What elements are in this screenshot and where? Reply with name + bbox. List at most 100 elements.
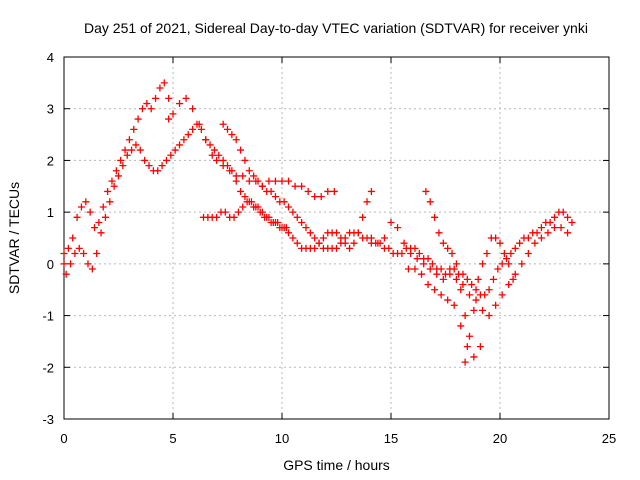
data-point bbox=[232, 177, 240, 185]
data-point bbox=[415, 250, 423, 258]
data-point bbox=[518, 260, 526, 268]
data-point bbox=[485, 312, 493, 320]
data-point bbox=[479, 260, 487, 268]
data-point bbox=[457, 286, 465, 294]
data-point bbox=[147, 105, 155, 113]
data-point bbox=[265, 213, 273, 221]
data-point bbox=[101, 213, 109, 221]
data-point bbox=[193, 120, 201, 128]
data-point bbox=[311, 234, 319, 242]
data-point bbox=[84, 260, 92, 268]
data-point bbox=[444, 244, 452, 252]
x-tick-label: 25 bbox=[602, 431, 616, 446]
data-point bbox=[496, 239, 504, 247]
data-point bbox=[537, 224, 545, 232]
data-point bbox=[64, 244, 72, 252]
x-tick-label: 15 bbox=[384, 431, 398, 446]
data-point bbox=[507, 250, 515, 258]
data-point bbox=[457, 322, 465, 330]
data-point bbox=[247, 198, 255, 206]
data-point bbox=[505, 260, 513, 268]
data-point bbox=[468, 281, 476, 289]
data-point bbox=[407, 250, 415, 258]
data-point bbox=[99, 203, 107, 211]
data-point bbox=[367, 234, 375, 242]
data-point bbox=[86, 208, 94, 216]
data-point bbox=[422, 187, 430, 195]
data-point bbox=[115, 172, 122, 180]
data-point bbox=[254, 177, 262, 185]
data-point bbox=[470, 306, 478, 314]
data-point bbox=[494, 265, 502, 273]
data-point bbox=[123, 151, 131, 159]
data-point bbox=[88, 265, 96, 273]
data-point bbox=[439, 239, 447, 247]
data-point bbox=[77, 203, 85, 211]
data-point bbox=[213, 156, 221, 164]
data-point bbox=[154, 167, 162, 175]
data-point bbox=[60, 260, 68, 268]
data-point bbox=[437, 291, 445, 299]
data-point bbox=[95, 218, 103, 226]
data-point bbox=[509, 275, 517, 283]
y-tick-label: 1 bbox=[47, 205, 54, 220]
data-point bbox=[134, 115, 142, 123]
data-point bbox=[483, 250, 491, 258]
data-point bbox=[119, 162, 127, 170]
data-point bbox=[298, 182, 306, 190]
data-point bbox=[145, 162, 153, 170]
data-point bbox=[280, 198, 288, 206]
data-point bbox=[503, 255, 511, 263]
y-axis-label: SDTVAR / TECUs bbox=[6, 182, 22, 294]
data-point bbox=[239, 203, 247, 211]
data-point bbox=[426, 265, 434, 273]
y-tick-label: -2 bbox=[42, 360, 54, 375]
data-point bbox=[285, 229, 293, 237]
data-point bbox=[450, 301, 458, 309]
data-point bbox=[267, 187, 275, 195]
data-point bbox=[106, 198, 114, 206]
data-point bbox=[97, 229, 105, 237]
data-point bbox=[165, 94, 173, 102]
data-point bbox=[452, 260, 460, 268]
data-point bbox=[219, 120, 227, 128]
data-point bbox=[346, 244, 354, 252]
data-point bbox=[354, 229, 362, 237]
data-point bbox=[516, 239, 524, 247]
data-point bbox=[252, 203, 260, 211]
data-point bbox=[398, 250, 406, 258]
data-point bbox=[341, 234, 349, 242]
data-point bbox=[306, 229, 314, 237]
data-point bbox=[82, 198, 90, 206]
data-point bbox=[448, 250, 456, 258]
data-point bbox=[110, 182, 118, 190]
y-tick-label: 4 bbox=[47, 50, 54, 65]
data-point bbox=[418, 270, 426, 278]
data-point bbox=[485, 286, 493, 294]
data-point bbox=[433, 270, 441, 278]
series-track-2 bbox=[165, 94, 338, 201]
data-point bbox=[492, 234, 500, 242]
data-point bbox=[206, 141, 214, 149]
y-tick-label: 0 bbox=[47, 257, 54, 272]
y-tick-label: 2 bbox=[47, 153, 54, 168]
data-point bbox=[470, 353, 478, 361]
data-point bbox=[394, 224, 402, 232]
data-point bbox=[439, 275, 447, 283]
data-point bbox=[544, 229, 552, 237]
data-point bbox=[424, 255, 432, 263]
data-point bbox=[333, 229, 340, 237]
data-point bbox=[91, 224, 99, 232]
data-point bbox=[250, 172, 258, 180]
data-point bbox=[524, 234, 532, 242]
data-point bbox=[452, 275, 460, 283]
data-point bbox=[474, 275, 482, 283]
data-point bbox=[531, 239, 539, 247]
data-point bbox=[524, 250, 532, 258]
data-point bbox=[387, 218, 395, 226]
data-point bbox=[511, 270, 519, 278]
data-point bbox=[337, 239, 345, 247]
data-point bbox=[71, 250, 79, 258]
data-point bbox=[315, 239, 323, 247]
data-point bbox=[374, 239, 382, 247]
